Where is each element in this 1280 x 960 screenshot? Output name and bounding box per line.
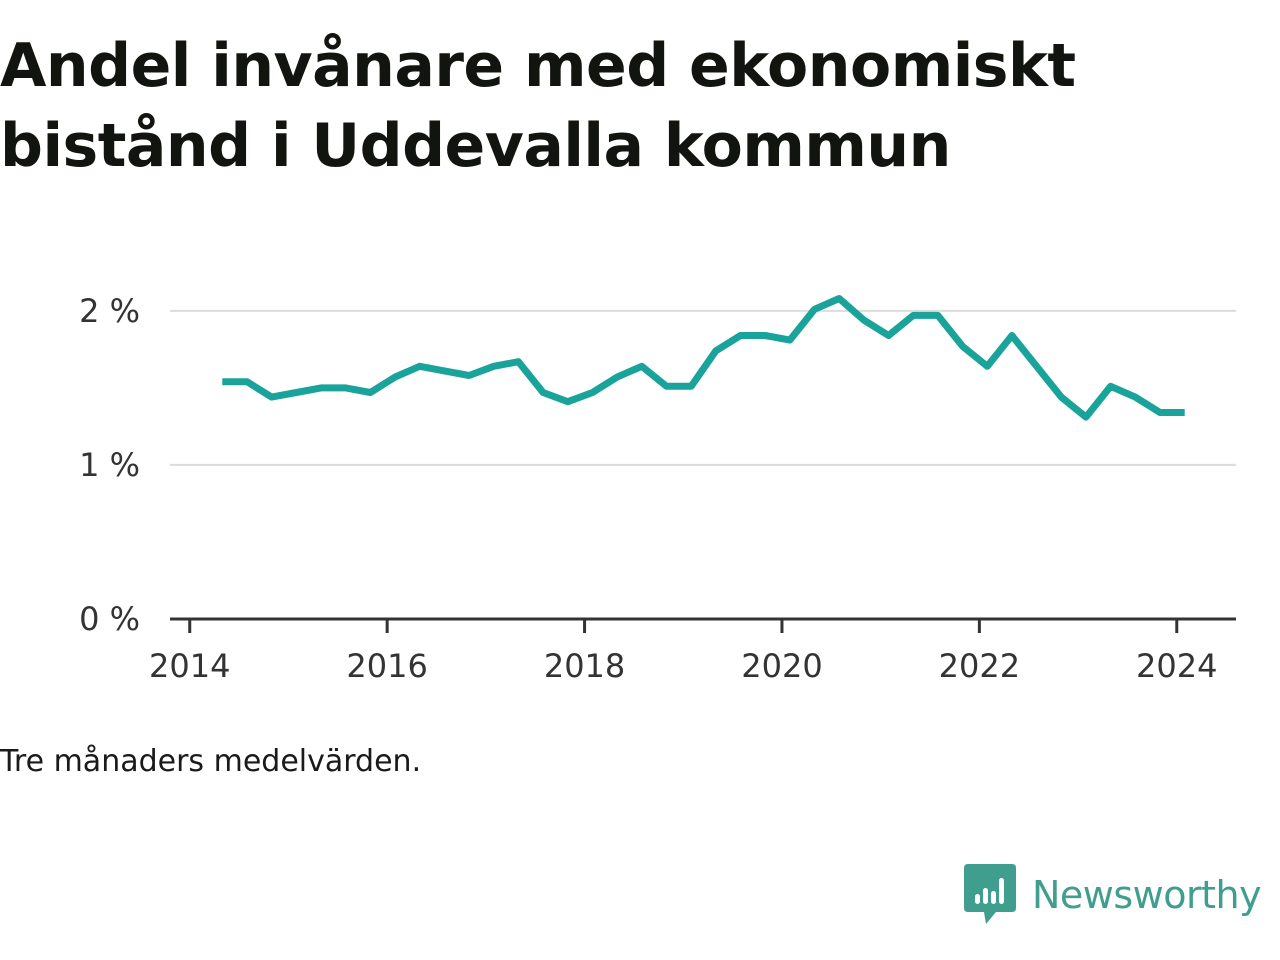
x-tick-label: 2022 (939, 647, 1020, 685)
chart-note: Tre månaders medelvärden. (0, 744, 422, 779)
x-tick-label: 2024 (1136, 647, 1217, 685)
series-line (222, 295, 1185, 421)
brand-logo: Newsworthy (964, 864, 1262, 926)
brand-name: Newsworthy (1032, 873, 1262, 917)
x-tick-label: 2020 (741, 647, 822, 685)
x-axis: 2014 2016 2018 2020 2022 2024 (149, 617, 1236, 685)
bar-chart-speech-bubble-icon (964, 864, 1016, 924)
chart-title: Andel invånare med ekonomiskt bistånd i … (0, 31, 1076, 181)
x-tick-label: 2016 (346, 647, 427, 685)
line-chart: 0 % 1 % 2 % 2014 2016 2018 2020 2022 2024 (79, 292, 1236, 685)
series-layer (222, 295, 1185, 421)
y-tick-label: 2 % (79, 292, 140, 330)
y-tick-label: 0 % (79, 600, 140, 638)
x-tick-label: 2014 (149, 647, 230, 685)
x-tick-label: 2018 (544, 647, 625, 685)
y-tick-label: 1 % (79, 446, 140, 484)
gridlines: 0 % 1 % 2 % (79, 292, 1236, 638)
